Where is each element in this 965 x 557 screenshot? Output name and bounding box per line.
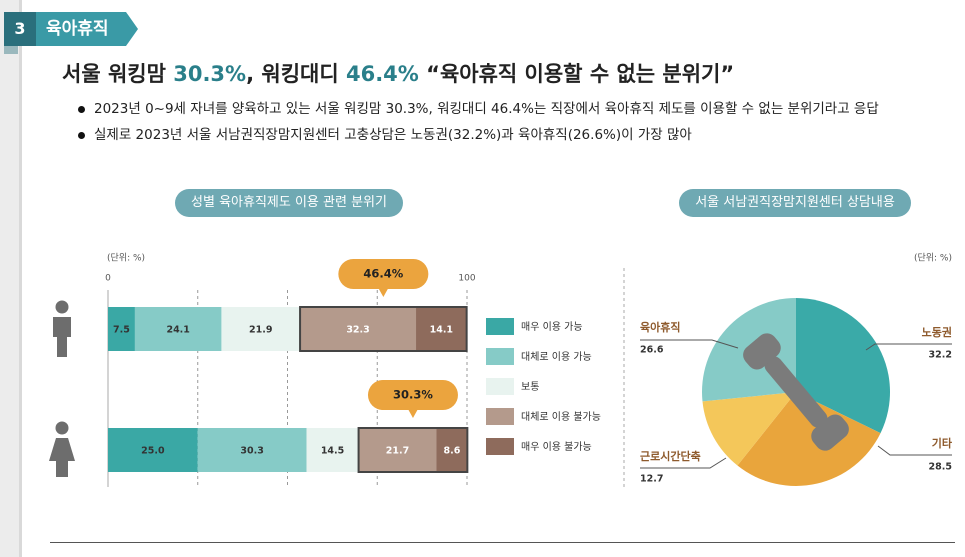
data-label: 30.3 [240, 446, 263, 457]
legend-label: 보통 [521, 381, 539, 393]
female-icon [55, 421, 69, 435]
legend-swatch [486, 438, 514, 455]
bullet-list: 2023년 0~9세 자녀를 양육하고 있는 서울 워킹맘 30.3%, 워킹대… [78, 96, 879, 148]
legend-label: 대체로 이용 가능 [521, 351, 592, 363]
bar-segment [197, 428, 307, 472]
section-label: 육아휴직 [36, 12, 126, 46]
bar-segment [300, 307, 417, 351]
legend-label: 매우 이용 가능 [521, 321, 583, 333]
bar-segment [416, 307, 467, 351]
page-edge [0, 0, 20, 557]
bar-segment [134, 307, 222, 351]
bar-segment [108, 307, 135, 351]
callout-bubble [367, 380, 458, 410]
phone-icon [743, 333, 849, 451]
impossible-outline [357, 427, 469, 473]
page-edge-line [19, 0, 22, 557]
x-tick-label: 0 [105, 274, 111, 284]
section-badge: 육아휴직 3 [4, 12, 138, 46]
data-label: 14.1 [430, 325, 453, 336]
leader-line [877, 445, 952, 456]
data-label: 21.9 [249, 325, 272, 336]
bar-chart-title: 성별 육아휴직제도 이용 관련 분위기 [175, 189, 403, 217]
pie-slice [737, 392, 881, 487]
pie-unit-label: (단위: %) [914, 253, 952, 264]
callout-pointer [407, 409, 418, 418]
male-icon [55, 300, 69, 314]
phone-earpiece [743, 333, 781, 370]
data-label: 7.5 [113, 325, 130, 336]
section-arrow [126, 12, 138, 46]
headline-value2: 46.4% [345, 62, 419, 86]
pie-slice [796, 298, 890, 434]
pie-label-value: 12.7 [640, 474, 663, 485]
bar-segment [221, 307, 301, 351]
headline-part3: “육아휴직 이용할 수 없는 분위기” [418, 62, 735, 86]
data-label: 8.6 [444, 446, 461, 457]
pie-label-value: 26.6 [640, 345, 664, 356]
pie-label-name: 근로시간단축 [640, 449, 701, 463]
headline: 서울 워킹맘 30.3%, 워킹대디 46.4% “육아휴직 이용할 수 없는 … [62, 58, 734, 88]
headline-part1: 서울 워킹맘 [62, 62, 174, 86]
legend-label: 매우 이용 불가능 [521, 441, 592, 453]
pie-label-name: 육아휴직 [640, 320, 680, 334]
leader-line [865, 343, 952, 351]
pie-label-name: 기타 [932, 436, 953, 450]
callout-pointer [378, 288, 389, 297]
bullet-item: 실제로 2023년 서울 서남권직장맘지원센터 고충상담은 노동권(32.2%)… [78, 122, 879, 148]
callout-label: 30.3% [393, 388, 433, 402]
bar-unit-label: (단위: %) [107, 253, 145, 264]
pie-label-name: 노동권 [922, 326, 952, 339]
data-label: 21.7 [386, 446, 409, 457]
bar-segment [436, 428, 468, 472]
callout-label: 46.4% [363, 267, 403, 281]
male-icon [53, 317, 71, 357]
data-label: 24.1 [166, 325, 189, 336]
pie-label-value: 28.5 [929, 462, 952, 473]
pie-slice [702, 392, 796, 466]
headline-part2: , 워킹대디 [246, 62, 346, 86]
pie-label-value: 32.2 [929, 350, 952, 361]
bar-segment [306, 428, 359, 472]
bar-segment [358, 428, 437, 472]
legend-swatch [486, 378, 514, 395]
legend-swatch [486, 348, 514, 365]
leader-line [640, 339, 739, 349]
bar-segment [108, 428, 198, 472]
bullet-item: 2023년 0~9세 자녀를 양육하고 있는 서울 워킹맘 30.3%, 워킹대… [78, 96, 879, 122]
callout-bubble [338, 259, 429, 289]
legend-swatch [486, 318, 514, 335]
bottom-rule [50, 542, 955, 543]
headline-value1: 30.3% [173, 62, 247, 86]
phone-mouthpiece [811, 414, 849, 451]
female-icon [49, 438, 75, 477]
data-label: 25.0 [141, 446, 165, 457]
phone-handle [764, 356, 828, 428]
legend-label: 대체로 이용 불가능 [521, 411, 601, 423]
impossible-outline [299, 306, 468, 352]
section-number: 3 [4, 12, 36, 46]
x-tick-label: 100 [458, 274, 475, 284]
data-label: 32.3 [346, 325, 369, 336]
section-shadow [4, 46, 18, 54]
pie-chart-title: 서울 서남권직장맘지원센터 상담내용 [679, 189, 911, 217]
data-label: 14.5 [321, 446, 344, 457]
legend-swatch [486, 408, 514, 425]
leader-line [640, 457, 727, 469]
